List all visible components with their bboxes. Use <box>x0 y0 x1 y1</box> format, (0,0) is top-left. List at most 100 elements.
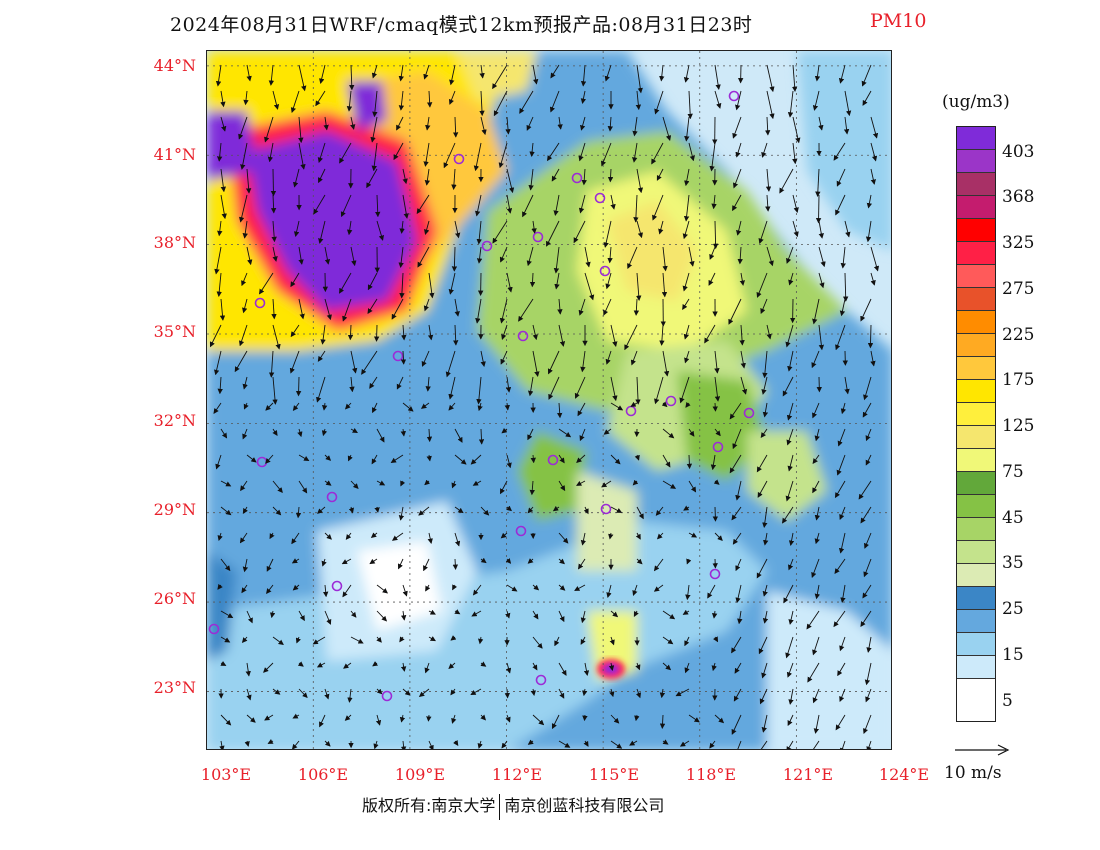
lat-label-23: 23°N <box>153 678 196 697</box>
wind-arrow <box>290 90 300 114</box>
wind-arrow <box>731 714 742 735</box>
wind-arrow <box>427 324 434 341</box>
wind-arrow <box>238 116 248 140</box>
wind-arrow <box>316 376 326 403</box>
wind-arrow <box>530 454 536 464</box>
wind-arrow <box>761 662 768 679</box>
wind-arrow <box>448 402 456 411</box>
wind-arrow <box>714 90 722 109</box>
wind-arrow <box>317 142 326 163</box>
wind-arrow <box>315 90 326 107</box>
lat-label-38: 38°N <box>153 233 196 252</box>
wind-arrow <box>532 610 539 620</box>
wind-arrow <box>553 246 560 274</box>
wind-arrow <box>264 714 274 721</box>
wind-arrow <box>610 194 616 210</box>
wind-arrow <box>610 324 618 347</box>
wind-arrow <box>292 168 300 188</box>
wind-arrow <box>420 402 430 409</box>
wind-arrow <box>477 402 483 412</box>
wind-arrow <box>863 376 872 401</box>
station-marker <box>453 153 465 165</box>
wind-arrow <box>603 298 612 316</box>
wind-arrow <box>501 427 508 434</box>
wind-arrow <box>242 428 248 440</box>
wind-arrow <box>762 584 768 597</box>
wind-arrow <box>610 376 618 402</box>
wind-arrow <box>679 376 690 404</box>
wind-arrow <box>426 428 433 443</box>
wind-arrow <box>452 116 459 138</box>
wind-arrow <box>370 532 378 538</box>
legend-swatch <box>957 495 995 518</box>
wind-arrow <box>317 506 326 514</box>
wind-arrow <box>372 402 378 414</box>
wind-arrow <box>579 428 586 442</box>
lon-label-103: 103°E <box>200 765 252 784</box>
wind-arrow <box>426 714 432 722</box>
wind-arrow <box>682 220 690 240</box>
wind-arrow <box>558 558 565 565</box>
wind-arrow <box>761 142 768 158</box>
wind-arrow <box>499 246 508 263</box>
wind-arrow <box>297 428 303 438</box>
wind-arrow <box>399 636 405 643</box>
wind-arrow <box>870 142 878 162</box>
wind-arrow <box>653 584 664 592</box>
wind-arrow <box>340 194 352 218</box>
wind-vectors <box>209 64 880 749</box>
wind-arrow <box>580 610 586 624</box>
lon-label-106: 106°E <box>297 765 349 784</box>
legend-swatch <box>957 564 995 587</box>
wind-arrow <box>375 714 382 726</box>
wind-arrow <box>217 376 223 395</box>
wind-arrow <box>577 558 586 570</box>
wind-arrow <box>346 220 353 236</box>
wind-arrow <box>844 376 850 395</box>
wind-arrow <box>341 558 352 565</box>
wind-arrow <box>630 401 638 407</box>
wind-arrow <box>814 584 820 600</box>
wind-arrow <box>506 584 518 592</box>
wind-arrow <box>295 636 301 644</box>
wind-arrow <box>501 740 508 749</box>
wind-arrow <box>735 558 742 572</box>
station-marker <box>600 503 612 515</box>
wind-arrow <box>268 350 275 378</box>
wind-arrow <box>291 532 300 545</box>
copyright-separator <box>499 793 501 820</box>
wind-arrow <box>583 740 589 747</box>
wind-arrow <box>843 116 850 135</box>
wind-arrow <box>734 662 742 674</box>
wind-arrow <box>246 714 256 723</box>
wind-arrow <box>654 376 664 405</box>
wind-arrow <box>762 506 768 528</box>
wind-arrow <box>398 64 404 82</box>
wind-arrow <box>662 610 676 620</box>
wind-arrow <box>506 272 513 293</box>
wind-arrow <box>376 584 389 594</box>
wind-arrow <box>858 480 872 500</box>
wind-arrow <box>471 610 482 617</box>
station-marker <box>532 231 544 243</box>
wind-arrow <box>653 558 664 572</box>
wind-arrow <box>786 662 794 678</box>
wind-arrow <box>505 116 511 135</box>
wind-arrow <box>786 740 794 749</box>
wind-arrow <box>735 142 742 158</box>
wind-arrow <box>728 298 742 325</box>
wind-arrow <box>215 454 222 470</box>
wind-arrow <box>298 142 306 170</box>
wind-arrow <box>501 324 508 340</box>
wind-arrow <box>758 220 768 244</box>
wind-arrow <box>740 350 746 369</box>
legend-tick-45: 45 <box>1002 508 1024 528</box>
wind-arrow <box>376 480 386 486</box>
wind-arrow <box>709 142 716 172</box>
wind-arrow <box>390 454 404 463</box>
wind-arrow <box>833 610 846 628</box>
wind-arrow <box>454 428 463 443</box>
wind-arrow <box>662 350 670 377</box>
wind-arrow <box>713 479 720 485</box>
wind-arrow <box>423 298 430 312</box>
